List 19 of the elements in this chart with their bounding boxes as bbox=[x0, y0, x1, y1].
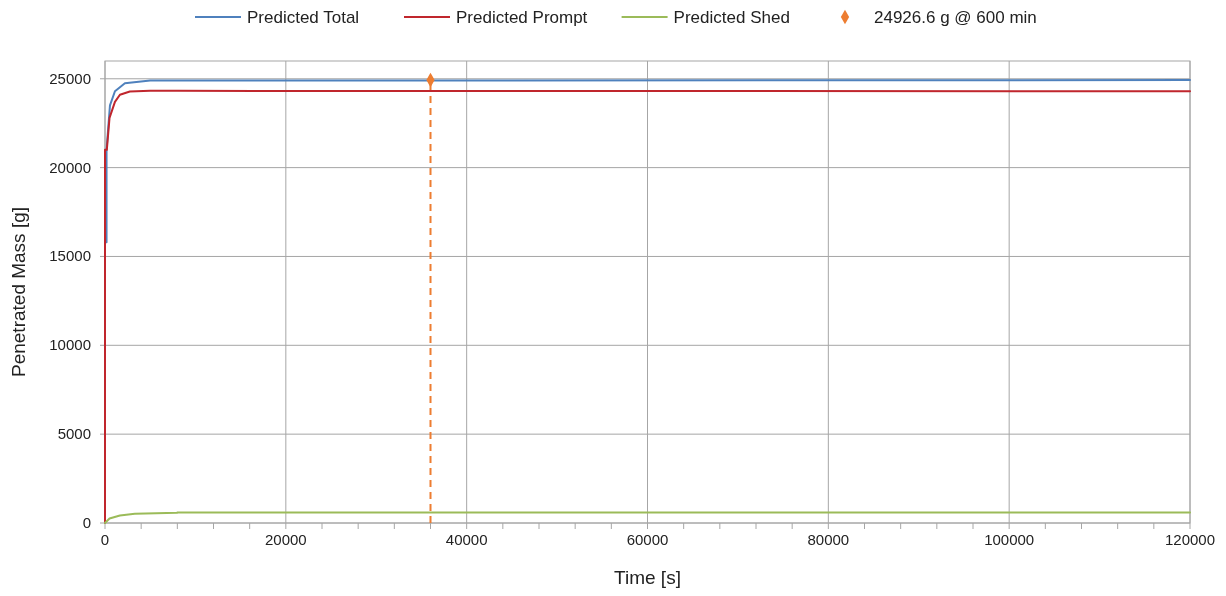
y-axis-title: Penetrated Mass [g] bbox=[8, 206, 29, 378]
y-tick-label: 25000 bbox=[49, 69, 91, 87]
x-tick-label: 40000 bbox=[445, 531, 488, 548]
legend-label: Predicted Prompt bbox=[456, 8, 588, 27]
legend-label: Predicted Shed bbox=[673, 8, 790, 27]
x-tick-label: 20000 bbox=[264, 531, 307, 548]
y-tick-label: 5000 bbox=[57, 425, 91, 443]
y-tick-label: 15000 bbox=[49, 247, 91, 265]
x-tick-label: 120000 bbox=[1164, 531, 1216, 548]
y-tick-label: 0 bbox=[82, 514, 91, 531]
y-tick-label: 20000 bbox=[49, 158, 91, 176]
legend-label: Predicted Total bbox=[247, 8, 360, 27]
x-tick-label: 60000 bbox=[626, 531, 669, 548]
y-tick-label: 10000 bbox=[49, 336, 91, 354]
legend-label: 24926.6 g @ 600 min bbox=[874, 8, 1037, 27]
x-tick-label: 0 bbox=[100, 531, 110, 548]
x-axis-title: Time [s] bbox=[614, 567, 681, 588]
x-tick-label: 100000 bbox=[984, 531, 1035, 548]
x-tick-label: 80000 bbox=[807, 531, 850, 548]
